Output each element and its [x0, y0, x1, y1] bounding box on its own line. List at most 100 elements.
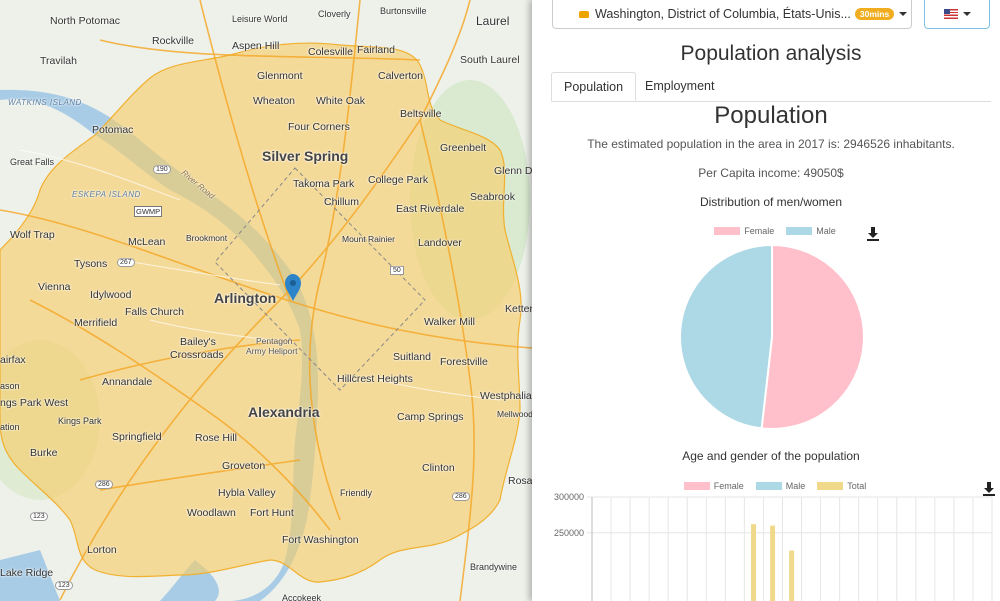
- map-label: White Oak: [316, 95, 366, 107]
- map-label: Glenn D: [494, 165, 532, 177]
- legend-label-total: Total: [847, 481, 867, 491]
- map-label: Burtonsville: [380, 6, 427, 16]
- map-label: Lake Ridge: [0, 567, 54, 579]
- bar-total[interactable]: [789, 550, 795, 601]
- location-label: Washington, District of Columbia, États-…: [595, 7, 851, 21]
- income-text: Per Capita income: 49050$: [698, 166, 844, 180]
- map-label: North Potomac: [50, 15, 121, 27]
- map-label: Chillum: [324, 196, 360, 208]
- legend-label-female: Female: [744, 226, 775, 236]
- map-label: Rockville: [152, 35, 195, 47]
- map-label: Fairland: [357, 44, 395, 56]
- map-label: Glenmont: [257, 70, 303, 82]
- map-label: Leisure World: [232, 14, 288, 24]
- legend-label-male: Male: [816, 226, 836, 236]
- map-label: Beltsville: [400, 108, 442, 120]
- map-label: Vienna: [38, 281, 71, 293]
- map-label: Colesville: [308, 46, 353, 58]
- map-label: McLean: [128, 236, 166, 248]
- tab-bar: Population Employment: [551, 72, 991, 102]
- map-label: Cloverly: [318, 9, 351, 19]
- location-marker-icon[interactable]: [285, 274, 301, 301]
- map-view[interactable]: North Potomac Leisure World Cloverly Bur…: [0, 0, 532, 601]
- map-label: Woodlawn: [187, 507, 236, 519]
- map-label: Brookmont: [186, 233, 228, 243]
- map-label: Alexandria: [248, 404, 320, 420]
- map-label: Westphalia: [480, 390, 532, 402]
- legend-label-female: Female: [713, 481, 744, 491]
- map-label: Kings Park: [58, 416, 102, 426]
- map-label: Pentagon: [256, 336, 293, 346]
- time-badge: 30mins: [854, 8, 895, 20]
- route-shield: 190: [153, 165, 171, 174]
- map-label: Walker Mill: [424, 316, 475, 328]
- route-shield: 123: [30, 512, 48, 521]
- map-label: Arlington: [214, 290, 277, 306]
- route-shield: 286: [452, 492, 470, 501]
- analysis-panel: Washington, District of Columbia, États-…: [532, 0, 1000, 601]
- map-label: Idylwood: [90, 289, 132, 301]
- map-label: Burke: [30, 447, 58, 459]
- tab-population[interactable]: Population: [551, 72, 637, 101]
- us-flag-icon: [943, 9, 958, 19]
- route-shield: 123: [55, 581, 73, 590]
- pie-slice-female[interactable]: [760, 243, 865, 430]
- legend-swatch-total: [817, 482, 844, 490]
- map-label: airfax: [0, 354, 26, 366]
- legend-swatch-female: [683, 482, 710, 490]
- map-label: Accokeek: [282, 593, 322, 601]
- map-label: Camp Springs: [397, 411, 464, 423]
- bar-total[interactable]: [751, 524, 757, 601]
- map-label: Clinton: [422, 462, 455, 474]
- map-label: Tysons: [74, 258, 108, 270]
- isochrone-area: [0, 42, 522, 583]
- map-label: Groveton: [222, 460, 266, 472]
- download-icon[interactable]: [983, 482, 995, 496]
- pie-legend: Female Male: [532, 226, 1000, 236]
- map-label: Wolf Trap: [10, 229, 55, 241]
- pie-chart-title: Distribution of men/women: [699, 195, 843, 209]
- map-label: Forestville: [440, 356, 488, 368]
- map-label: Potomac: [92, 124, 134, 136]
- route-shield: 267: [117, 258, 135, 267]
- legend-swatch-male: [755, 482, 782, 490]
- bar-chart: 300000 250000: [554, 492, 993, 601]
- map-label: Seabrook: [470, 191, 515, 203]
- bar-total[interactable]: [770, 525, 776, 601]
- language-dropdown[interactable]: [924, 0, 990, 29]
- legend-label-male: Male: [785, 481, 806, 491]
- map-label: Springfield: [112, 431, 162, 443]
- map-canvas[interactable]: [0, 0, 532, 601]
- map-label: ason: [0, 381, 20, 391]
- map-label: Friendly: [340, 488, 373, 498]
- chevron-down-icon: [899, 12, 908, 16]
- map-label: Fort Washington: [282, 534, 359, 546]
- map-label: Ketter: [505, 303, 532, 315]
- y-tick-label: 300000: [554, 492, 584, 502]
- map-label: Lorton: [87, 544, 117, 556]
- location-dropdown[interactable]: Washington, District of Columbia, États-…: [552, 0, 912, 29]
- tab-employment[interactable]: Employment: [645, 79, 715, 93]
- car-icon: [579, 10, 589, 18]
- map-label: Laurel: [476, 14, 510, 28]
- map-label: ngs Park West: [0, 397, 69, 409]
- legend-swatch-female: [714, 227, 741, 235]
- route-shield: 50: [390, 266, 404, 275]
- map-label: Brandywine: [470, 562, 518, 572]
- map-label: Landover: [418, 237, 462, 249]
- map-label: ESKEPA ISLAND: [72, 190, 141, 199]
- map-label: Hillcrest Heights: [337, 373, 413, 385]
- pie-slice-male[interactable]: [679, 243, 773, 430]
- map-label: WATKINS ISLAND: [8, 98, 82, 107]
- map-label: Falls Church: [125, 306, 184, 318]
- download-icon[interactable]: [867, 227, 879, 241]
- map-label: South Laurel: [460, 54, 520, 66]
- map-label: Travilah: [40, 55, 77, 67]
- legend-swatch-male: [786, 227, 813, 235]
- map-label: Mellwood: [497, 409, 532, 419]
- chevron-down-icon: [962, 12, 971, 16]
- map-label: Aspen Hill: [232, 40, 280, 52]
- map-label: Rose Hill: [195, 432, 238, 444]
- map-label: Great Falls: [10, 157, 55, 167]
- bar-chart-title: Age and gender of the population: [682, 449, 860, 463]
